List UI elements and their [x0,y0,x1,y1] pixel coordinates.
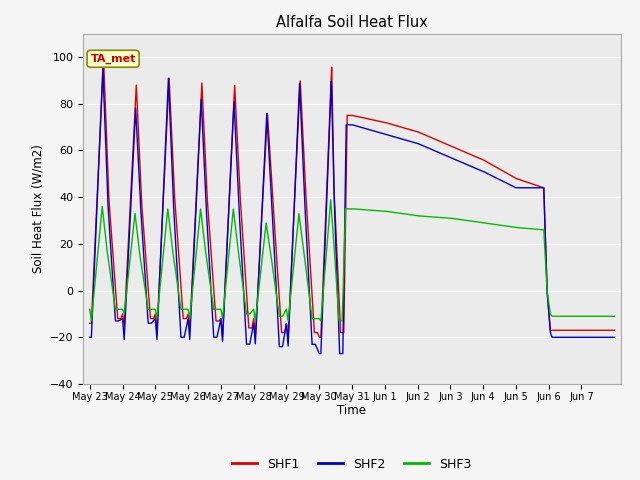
SHF2 [503,180,511,186]
SHF1 [86,320,93,326]
SHF3 [276,313,284,319]
SHF1 [396,124,404,130]
SHF1 [284,336,292,342]
SHF3 [419,213,427,219]
Legend: SHF1, SHF2, SHF3: SHF1, SHF2, SHF3 [227,453,477,476]
SHF3 [112,306,120,312]
SHF2 [113,318,120,324]
SHF3 [475,219,483,225]
Title: Alfalfa Soil Heat Flux: Alfalfa Soil Heat Flux [276,15,428,30]
SHF1 [113,296,120,302]
Line: SHF2: SHF2 [90,69,614,354]
SHF3 [335,318,343,324]
SHF2 [419,143,427,149]
SHF1 [419,131,427,137]
SHF1 [475,155,483,161]
Text: TA_met: TA_met [90,54,136,64]
SHF2 [86,335,93,340]
SHF3 [86,306,93,312]
SHF1 [100,54,108,60]
Line: SHF1: SHF1 [90,57,614,339]
SHF3 [611,313,618,319]
SHF2 [276,344,284,349]
SHF2 [396,135,404,141]
SHF2 [611,335,618,340]
SHF3 [396,210,404,216]
SHF2 [316,351,323,357]
X-axis label: Time: Time [337,405,367,418]
Y-axis label: Soil Heat Flux (W/m2): Soil Heat Flux (W/m2) [31,144,44,273]
SHF2 [99,66,107,72]
SHF1 [611,327,618,333]
SHF3 [503,223,511,229]
SHF2 [475,167,483,172]
SHF3 [327,197,335,203]
Line: SHF3: SHF3 [90,200,614,321]
SHF1 [276,302,284,308]
SHF1 [503,170,511,176]
